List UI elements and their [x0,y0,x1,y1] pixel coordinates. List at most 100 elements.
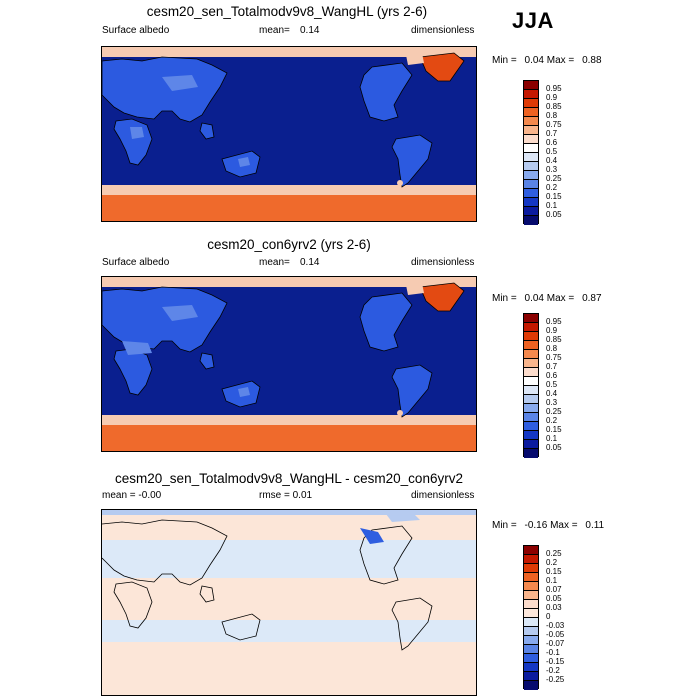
colorbar-segment [524,627,538,636]
panel-title: cesm20_sen_Totalmodv9v8_WangHL - cesm20_… [115,471,463,486]
units-label: dimensionless [411,490,475,501]
colorbar-segment [524,663,538,672]
colorbar-segment [524,609,538,618]
colorbar-tick-label: 0.8 [546,344,558,353]
colorbar-segment [524,153,538,162]
colorbar-tick-label: 0.4 [546,156,558,165]
colorbar-segment [524,413,538,422]
map-plot [102,510,476,695]
colorbar-tick-label: 0.7 [546,129,558,138]
colorbar-tick-label: -0.07 [546,639,565,648]
min-max-readout: Min = 0.04 Max = 0.88 [492,55,602,66]
variable-label: Surface albedo [102,257,170,268]
colorbar [523,313,539,458]
colorbar-tick-label: 0.75 [546,120,562,129]
colorbar-tick-label: -0.2 [546,666,560,675]
min-label: Min = [492,293,517,304]
colorbar-tick-label: 0.3 [546,398,558,407]
colorbar-ticks: 0.95 0.9 0.85 0.8 0.75 0.7 0.6 0.5 0.4 0.3 0.25 0.2… [546,313,586,457]
colorbar-tick-label: 0 [546,612,551,621]
colorbar-tick-label: 0.15 [546,567,562,576]
units-label: dimensionless [411,25,475,36]
colorbar-tick-label: 0.05 [546,594,562,603]
colorbar-segment [524,108,538,117]
colorbar-segment [524,672,538,681]
min-max-readout: Min = 0.04 Max = 0.87 [492,293,602,304]
colorbar-segment [524,440,538,449]
colorbar-tick-label: -0.15 [546,657,565,666]
rmse-value: 0.01 [292,490,313,501]
colorbar-tick-label: 0.25 [546,174,562,183]
colorbar-tick-label: 0.2 [546,558,558,567]
colorbar-segment [524,555,538,564]
colorbar-segment [524,90,538,99]
mean-value: 0.14 [300,257,320,268]
colorbar-tick-label: 0.85 [546,335,562,344]
colorbar-tick-label: 0.2 [546,416,558,425]
colorbar-segment [524,431,538,440]
variable-label: Surface albedo [102,25,170,36]
colorbar-segment [524,126,538,135]
colorbar-segment [524,198,538,207]
colorbar-tick-label: -0.05 [546,630,565,639]
colorbar-segment [524,144,538,153]
season-label: JJA [512,8,554,33]
colorbar-segment [524,341,538,350]
panel-title: cesm20_con6yrv2 (yrs 2-6) [207,237,371,252]
colorbar-tick-label: 0.05 [546,443,562,452]
colorbar-tick-label: 0.1 [546,434,558,443]
colorbar-segment [524,377,538,386]
colorbar-tick-label: 0.07 [546,585,562,594]
colorbar-tick-label: 0.05 [546,210,562,219]
colorbar-tick-label: 0.15 [546,425,562,434]
colorbar-ticks: 0.25 0.2 0.15 0.1 0.07 0.05 0.03 0 -0.03 -0.05 -0.… [546,545,586,689]
colorbar-tick-label: 0.4 [546,389,558,398]
rmse-label-text: rmse = [259,490,293,501]
colorbar-segment [524,162,538,171]
colorbar-segment [524,591,538,600]
colorbar-tick-label: 0.1 [546,201,558,210]
max-value: 0.87 [582,293,602,304]
colorbar [523,545,539,690]
min-value: -0.16 [524,520,548,531]
colorbar-segment [524,546,538,555]
colorbar-tick-label: 0.7 [546,362,558,371]
colorbar-segment [524,395,538,404]
albedo-map [101,46,477,222]
units-label: dimensionless [411,257,475,268]
difference-map [101,509,477,696]
colorbar-segment [524,81,538,90]
colorbar-segment [524,323,538,332]
colorbar-segment [524,681,538,690]
colorbar-tick-label: -0.1 [546,648,560,657]
panel-title: cesm20_sen_Totalmodv9v8_WangHL (yrs 2-6) [146,4,428,19]
colorbar-segment [524,582,538,591]
colorbar-segment [524,216,538,225]
colorbar-tick-label: 0.9 [546,93,558,102]
colorbar-segment [524,332,538,341]
colorbar-tick-label: -0.25 [546,675,565,684]
colorbar-segment [524,135,538,144]
colorbar-tick-label: 0.25 [546,407,562,416]
colorbar-tick-label: 0.2 [546,183,558,192]
colorbar-segment [524,600,538,609]
colorbar-segment [524,368,538,377]
colorbar-ticks: 0.95 0.9 0.85 0.8 0.75 0.7 0.6 0.5 0.4 0.3 0.25 0.2… [546,80,586,224]
mean-label: mean= [259,257,290,268]
colorbar-tick-label: -0.03 [546,621,565,630]
colorbar-segment [524,180,538,189]
colorbar-segment [524,573,538,582]
albedo-map [101,276,477,452]
colorbar-tick-label: 0.6 [546,371,558,380]
map-plot [102,47,476,221]
colorbar-tick-label: 0.5 [546,380,558,389]
max-label: Max = [546,293,575,304]
colorbar-segment [524,117,538,126]
colorbar-tick-label: 0.3 [546,165,558,174]
colorbar [523,80,539,225]
colorbar-segment [524,99,538,108]
colorbar-tick-label: 0.95 [546,317,562,326]
colorbar-segment [524,171,538,180]
mean-label-text: mean = [102,490,139,501]
colorbar-segment [524,422,538,431]
